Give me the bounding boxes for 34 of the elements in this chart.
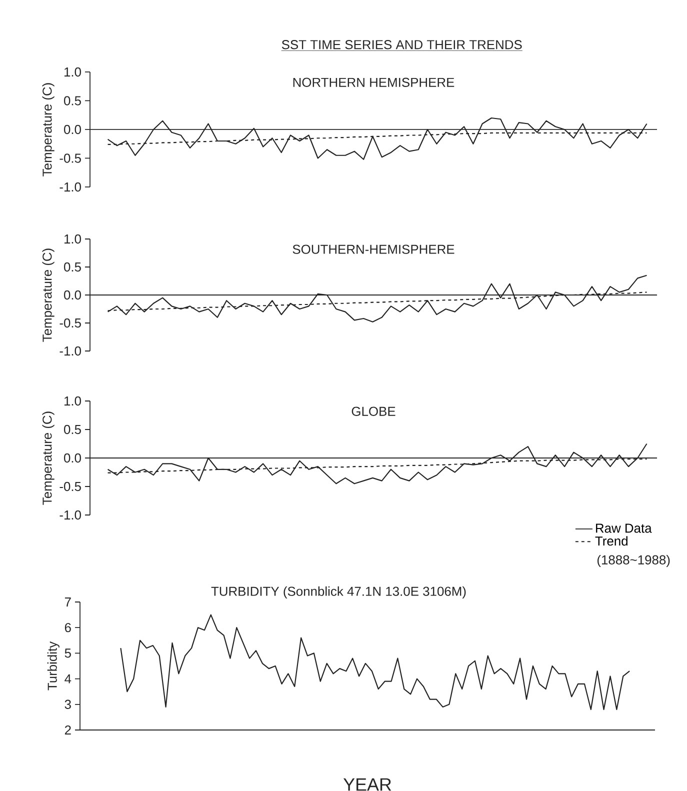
legend-label: Trend (595, 536, 628, 546)
text: (1888~1988) (597, 554, 670, 568)
y-tick-label: 5 (64, 648, 71, 658)
y-tick-label: -0.5 (60, 154, 81, 163)
y-tick-label: -1.0 (60, 346, 81, 356)
y-axis-title: Turbidity (47, 641, 60, 690)
chart-subtitle: NORTHERN HEMISPHERE (293, 78, 454, 87)
y-tick-label: 0.5 (64, 424, 81, 434)
y-tick-label: -1.0 (60, 182, 81, 192)
y-tick-label: 4 (64, 674, 72, 684)
y-tick-label: 0.0 (64, 124, 81, 134)
y-tick-label: 2 (64, 725, 71, 735)
y-axis-title: Temperature (C) (42, 412, 54, 505)
y-tick-label: 1.0 (64, 396, 81, 406)
y-tick-label: 7 (64, 598, 71, 606)
y-tick-label: 1.0 (64, 234, 81, 244)
y-tick-label: 0.5 (64, 96, 81, 106)
y-tick-label: -0.5 (60, 482, 81, 492)
y-tick-label: 0.5 (64, 262, 81, 272)
y-tick-label: 3 (64, 700, 71, 709)
x-axis-title: YEAR (343, 778, 392, 791)
y-axis-title: Temperature (C) (42, 83, 54, 176)
y-tick-label: -0.5 (60, 318, 81, 328)
chart-title: SOUTHERN-HEMISPHERE (292, 244, 454, 254)
chart-title: TURBIDITY (Sonnblick 47.1N 13.0E 3106M) (211, 586, 466, 598)
y-tick-label: 0.0 (64, 290, 81, 300)
y-tick-label: -1.0 (60, 510, 81, 520)
y-axis-title: Temperature (C) (42, 248, 54, 342)
y-tick-label: 6 (64, 623, 71, 632)
chart-title: SST TIME SERIES AND THEIR TRENDS (282, 40, 522, 50)
y-tick-label: 0.0 (64, 453, 81, 463)
y-tick-label: 1.0 (64, 67, 81, 77)
chart-title: GLOBE (352, 406, 396, 416)
legend-label: Raw Data (596, 524, 652, 533)
